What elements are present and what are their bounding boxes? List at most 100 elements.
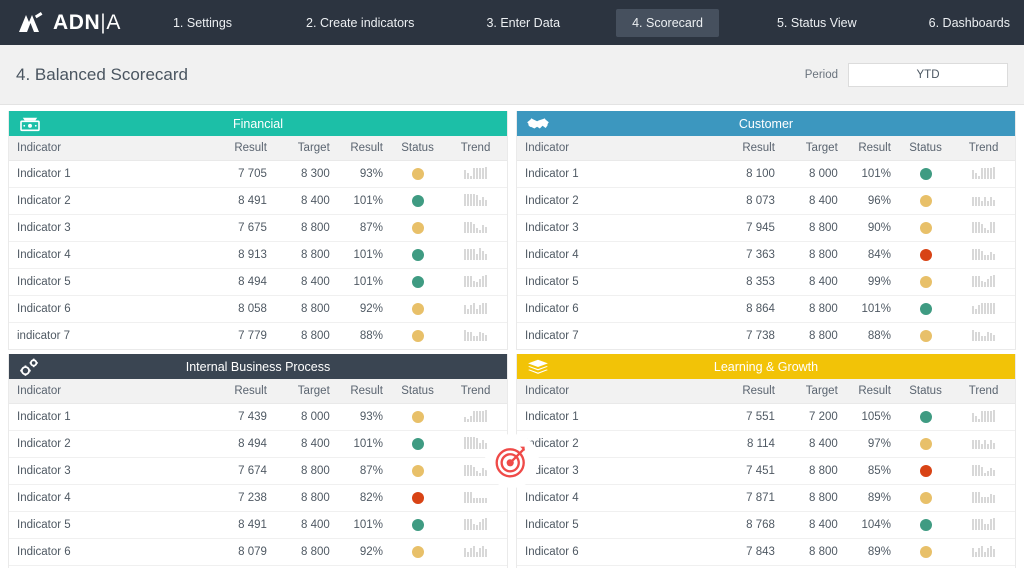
column-header-indicator-0[interactable]: Indicator	[9, 136, 213, 161]
column-header-indicator-0[interactable]: Indicator	[517, 379, 721, 404]
nav-item-2-create-indicators[interactable]: 2. Create indicators	[306, 15, 415, 30]
nav-item-5-status-view[interactable]: 5. Status View	[776, 15, 857, 30]
column-header-result-1[interactable]: Result	[212, 136, 275, 161]
status-cell	[390, 403, 445, 431]
result-value: 7 705	[212, 160, 275, 188]
column-header-result-1[interactable]: Result	[720, 379, 783, 404]
column-header-status-4[interactable]: Status	[390, 136, 445, 161]
column-header-indicator-0[interactable]: Indicator	[9, 379, 213, 404]
nav-item-1-settings[interactable]: 1. Settings	[172, 15, 233, 30]
panel-header: Financial	[9, 111, 507, 136]
column-header-result-3[interactable]: Result	[337, 136, 391, 161]
status-cell	[390, 295, 445, 323]
panel-learning-growth: Learning & Growth Indicator Result Target Re…	[516, 354, 1016, 568]
result-value: 8 491	[212, 187, 275, 215]
indicator-name: Indicator 3	[9, 457, 213, 485]
result-value: 7 843	[720, 538, 783, 566]
column-header-status-4[interactable]: Status	[898, 136, 953, 161]
result-value: 8 768	[720, 511, 783, 539]
target-value: 8 800	[274, 241, 338, 269]
status-badge	[919, 437, 932, 450]
indicator-name: Indicator 1	[517, 160, 721, 188]
column-header-trend-5[interactable]: Trend	[444, 136, 507, 161]
trend-sparkline-icon	[464, 517, 488, 530]
target-value: 8 800	[274, 484, 338, 512]
column-header-result-1[interactable]: Result	[720, 136, 783, 161]
status-cell	[390, 511, 445, 539]
column-header-trend-5[interactable]: Trend	[444, 379, 507, 404]
target-value: 8 000	[274, 403, 338, 431]
period-value-input[interactable]: YTD	[848, 62, 1008, 87]
result-percent: 92%	[337, 295, 391, 323]
column-header-indicator-0[interactable]: Indicator	[517, 136, 721, 161]
target-value: 8 800	[782, 457, 846, 485]
nav-item-3-enter-data[interactable]: 3. Enter Data	[486, 15, 561, 30]
target-value: 8 400	[274, 187, 338, 215]
trend-sparkline-icon	[972, 328, 996, 341]
indicator-name: Indicator 6	[517, 538, 721, 566]
column-header-target-2[interactable]: Target	[782, 136, 846, 161]
nav-item-6-dashboards[interactable]: 6. Dashboards	[928, 15, 1010, 30]
brand-logo[interactable]: ADN|A	[18, 11, 121, 34]
result-percent: 93%	[337, 403, 391, 431]
result-percent: 87%	[337, 214, 391, 242]
trend-sparkline-icon	[464, 328, 488, 341]
panel-header: Internal Business Process	[9, 354, 507, 379]
result-percent: 92%	[337, 538, 391, 566]
target-value: 8 400	[782, 187, 846, 215]
column-header-trend-5[interactable]: Trend	[952, 136, 1015, 161]
result-value: 8 079	[212, 538, 275, 566]
column-header-result-3[interactable]: Result	[337, 379, 391, 404]
indicator-name: Indicator 6	[9, 538, 213, 566]
column-header-status-4[interactable]: Status	[898, 379, 953, 404]
indicator-name: Indicator 2	[517, 430, 721, 458]
result-percent: 89%	[845, 538, 899, 566]
column-header-target-2[interactable]: Target	[782, 379, 846, 404]
table-row[interactable]: indicator 7 7 779 8 800 88%	[9, 323, 507, 350]
result-value: 7 439	[212, 403, 275, 431]
result-percent: 97%	[845, 430, 899, 458]
result-value: 7 779	[238, 330, 267, 342]
column-header-result-1[interactable]: Result	[212, 379, 275, 404]
trend-cell	[444, 538, 507, 566]
brand-name-part2: A	[106, 11, 121, 34]
column-header-target-2[interactable]: Target	[274, 136, 338, 161]
status-cell	[898, 214, 953, 242]
nav-item-4-scorecard[interactable]: 4. Scorecard	[616, 8, 719, 37]
column-header-result-3[interactable]: Result	[845, 379, 899, 404]
panel-internal-business-process: Internal Business Process Indicator Result…	[8, 354, 508, 568]
panel-title: Internal Business Process	[185, 359, 331, 374]
column-header-trend-5[interactable]: Trend	[952, 379, 1015, 404]
table-row[interactable]: Indicator 7 7 738 8 800 88%	[517, 323, 1015, 350]
trend-sparkline-icon	[464, 463, 488, 476]
result-value: 8 491	[212, 511, 275, 539]
status-badge	[411, 275, 424, 288]
column-header-target-2[interactable]: Target	[274, 379, 338, 404]
column-header-result-3[interactable]: Result	[845, 136, 899, 161]
column-header-status-4[interactable]: Status	[390, 379, 445, 404]
